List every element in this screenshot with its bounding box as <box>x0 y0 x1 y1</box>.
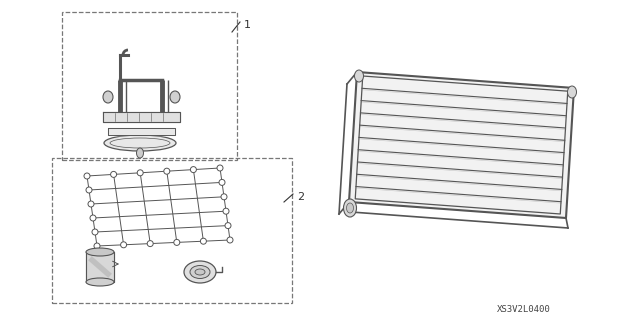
Circle shape <box>164 168 170 174</box>
Circle shape <box>219 179 225 185</box>
Circle shape <box>174 239 180 245</box>
Ellipse shape <box>103 91 113 103</box>
Circle shape <box>225 223 231 229</box>
Circle shape <box>137 170 143 176</box>
Bar <box>52 158 292 303</box>
Ellipse shape <box>86 248 114 256</box>
Circle shape <box>92 229 98 235</box>
Bar <box>62 12 237 160</box>
Ellipse shape <box>136 148 143 158</box>
Ellipse shape <box>346 203 353 213</box>
Circle shape <box>86 187 92 193</box>
Circle shape <box>90 215 96 221</box>
Circle shape <box>223 208 229 214</box>
Polygon shape <box>349 72 574 218</box>
Text: 1: 1 <box>244 20 251 30</box>
Ellipse shape <box>355 70 364 82</box>
Polygon shape <box>86 252 114 282</box>
Circle shape <box>88 201 94 207</box>
Circle shape <box>120 242 127 248</box>
Text: XS3V2L0400: XS3V2L0400 <box>497 305 551 314</box>
Ellipse shape <box>170 91 180 103</box>
Polygon shape <box>108 128 175 135</box>
Ellipse shape <box>568 86 577 98</box>
Text: 2: 2 <box>297 192 304 202</box>
Ellipse shape <box>195 269 205 275</box>
Polygon shape <box>103 112 180 122</box>
Ellipse shape <box>104 135 176 151</box>
Ellipse shape <box>344 199 356 217</box>
Ellipse shape <box>86 278 114 286</box>
Circle shape <box>191 167 196 173</box>
Ellipse shape <box>190 265 210 278</box>
Circle shape <box>227 237 233 243</box>
Circle shape <box>84 173 90 179</box>
Circle shape <box>200 238 206 244</box>
Circle shape <box>94 243 100 249</box>
Ellipse shape <box>184 261 216 283</box>
Circle shape <box>221 194 227 200</box>
Circle shape <box>147 241 153 247</box>
Circle shape <box>111 171 116 177</box>
Circle shape <box>217 165 223 171</box>
